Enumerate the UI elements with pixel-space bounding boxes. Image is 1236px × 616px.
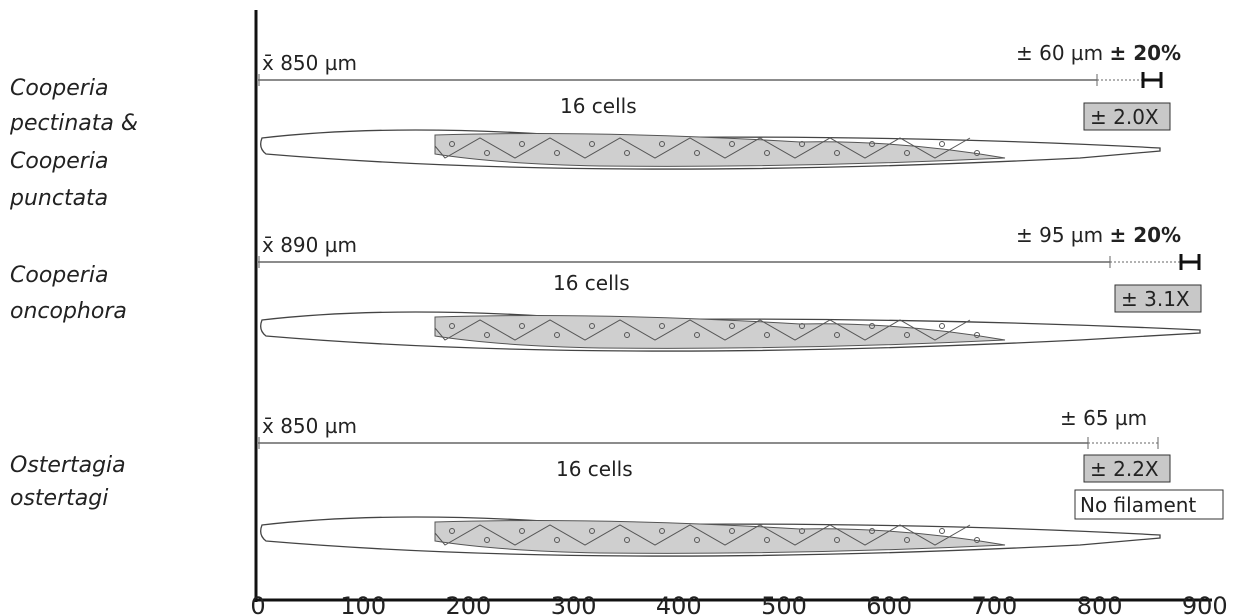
ratio: ± 3.1X xyxy=(1121,287,1190,311)
cell-nucleus xyxy=(659,323,665,329)
cell-nucleus xyxy=(484,150,490,156)
cell-nucleus xyxy=(659,528,665,534)
cell-nucleus xyxy=(554,150,560,156)
cell-nucleus xyxy=(764,537,770,543)
cell-nucleus xyxy=(904,537,910,543)
cell-nucleus xyxy=(624,537,630,543)
variation-value: ± 95 µm xyxy=(1016,223,1103,247)
species-name: oncophora xyxy=(10,299,127,324)
species-name: Ostertagia xyxy=(10,453,126,478)
cell-nucleus xyxy=(519,528,525,534)
cell-count: 16 cells xyxy=(553,271,630,295)
mean-length: x̄ 890 µm xyxy=(262,233,357,257)
cell-nucleus xyxy=(799,141,805,147)
larva-cells xyxy=(434,319,971,341)
cell-nucleus xyxy=(589,528,595,534)
percent: ± 20% xyxy=(1110,223,1182,247)
ratio-box xyxy=(1083,454,1171,483)
mean-length: x̄ 850 µm xyxy=(262,51,357,75)
note: No filament xyxy=(1080,493,1196,517)
cell-nucleus xyxy=(869,141,875,147)
cell-nucleus xyxy=(624,150,630,156)
cell-count: 16 cells xyxy=(556,457,633,481)
cell-nucleus xyxy=(939,323,945,329)
filament-bar xyxy=(1141,72,1163,88)
cell-nucleus xyxy=(554,332,560,338)
cell-nucleus xyxy=(449,323,455,329)
ratio-box xyxy=(1083,102,1171,131)
ratio: ± 2.0X xyxy=(1090,105,1159,129)
larva-cells xyxy=(434,137,971,159)
x-tick-label: 300 xyxy=(551,592,597,616)
variation: ± 95 µm ± 20% xyxy=(1016,223,1181,247)
species-name: Cooperia xyxy=(10,263,108,288)
cell-nucleus xyxy=(589,323,595,329)
cell-nucleus xyxy=(554,537,560,543)
cell-nucleus xyxy=(939,528,945,534)
variation-value: ± 60 µm xyxy=(1016,41,1103,65)
x-tick-label: 600 xyxy=(866,592,912,616)
x-tick-label: 900 xyxy=(1182,592,1228,616)
cell-nucleus xyxy=(484,537,490,543)
cell-count: 16 cells xyxy=(560,94,637,118)
cell-nucleus xyxy=(519,141,525,147)
cell-nucleus xyxy=(694,332,700,338)
cell-nucleus xyxy=(729,528,735,534)
note-box xyxy=(1074,489,1224,520)
ratio-box xyxy=(1114,284,1202,313)
cell-nucleus xyxy=(869,323,875,329)
percent: ± 20% xyxy=(1110,41,1182,65)
x-tick-label: 700 xyxy=(971,592,1017,616)
x-tick-label: 200 xyxy=(445,592,491,616)
larva-gut xyxy=(434,520,1006,554)
cell-nucleus xyxy=(834,150,840,156)
x-tick-label: 100 xyxy=(340,592,386,616)
cell-nucleus xyxy=(799,323,805,329)
mean-length: x̄ 850 µm xyxy=(262,414,357,438)
cell-nucleus xyxy=(834,332,840,338)
variation: ± 60 µm ± 20% xyxy=(1016,41,1181,65)
cell-nucleus xyxy=(519,323,525,329)
cell-nucleus xyxy=(974,537,980,543)
cell-nucleus xyxy=(904,332,910,338)
larva-cells xyxy=(434,524,971,546)
cell-nucleus xyxy=(764,150,770,156)
cell-nucleus xyxy=(589,141,595,147)
cell-nucleus xyxy=(484,332,490,338)
cell-nucleus xyxy=(449,141,455,147)
cell-nucleus xyxy=(904,150,910,156)
cell-nucleus xyxy=(869,528,875,534)
x-tick-label: 0 xyxy=(250,592,265,616)
cell-nucleus xyxy=(694,537,700,543)
cell-nucleus xyxy=(974,332,980,338)
species-name: Cooperia xyxy=(10,76,108,101)
variation: ± 65 µm xyxy=(1060,406,1147,430)
cell-nucleus xyxy=(764,332,770,338)
cell-nucleus xyxy=(939,141,945,147)
ratio: ± 2.2X xyxy=(1090,457,1159,481)
species-name: Cooperia xyxy=(10,149,108,174)
species-name: punctata xyxy=(9,186,108,211)
x-tick-label: 400 xyxy=(656,592,702,616)
cell-nucleus xyxy=(694,150,700,156)
x-tick-label: 800 xyxy=(1077,592,1123,616)
larva-gut xyxy=(434,315,1006,349)
filament-bar xyxy=(1179,254,1201,270)
larva-gut xyxy=(434,133,1006,167)
cell-nucleus xyxy=(729,323,735,329)
cell-nucleus xyxy=(624,332,630,338)
species-name: ostertagi xyxy=(10,486,108,511)
x-tick-label: 500 xyxy=(761,592,807,616)
species-name: pectinata & xyxy=(9,111,138,136)
cell-nucleus xyxy=(799,528,805,534)
cell-nucleus xyxy=(449,528,455,534)
cell-nucleus xyxy=(729,141,735,147)
cell-nucleus xyxy=(974,150,980,156)
cell-nucleus xyxy=(659,141,665,147)
variation-value: ± 65 µm xyxy=(1060,406,1147,430)
cell-nucleus xyxy=(834,537,840,543)
